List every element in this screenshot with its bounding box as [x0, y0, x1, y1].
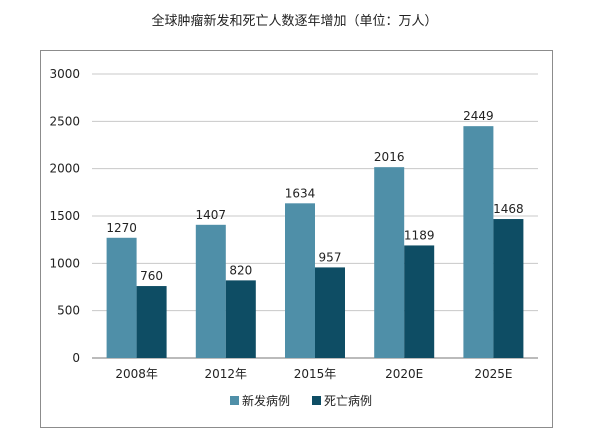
y-tick-label: 2500	[49, 114, 80, 128]
bar-deaths	[225, 280, 256, 358]
legend-label: 新发病例	[242, 393, 290, 408]
legend-swatch	[312, 396, 321, 405]
data-label: 2449	[463, 109, 494, 123]
chart-title: 全球肿瘤新发和死亡人数逐年增加（单位：万人）	[151, 14, 438, 29]
data-label: 2016	[374, 150, 405, 164]
bar-deaths	[136, 286, 167, 358]
y-tick-label: 1000	[49, 256, 80, 270]
bar-new-cases	[106, 237, 137, 358]
x-tick-label: 2015年	[294, 367, 337, 381]
chart-frame	[40, 50, 553, 428]
data-label: 760	[140, 269, 163, 283]
y-tick-label: 1500	[49, 209, 80, 223]
bar-new-cases	[195, 224, 226, 358]
x-tick-label: 2012年	[205, 367, 248, 381]
legend-swatch	[230, 396, 239, 405]
bar-new-cases	[463, 126, 494, 358]
y-tick-label: 500	[57, 304, 80, 318]
x-tick-label: 2020E	[385, 367, 423, 381]
y-tick-label: 0	[72, 351, 80, 365]
bar-new-cases	[374, 167, 405, 358]
bar-deaths	[315, 267, 345, 358]
bar-deaths	[493, 219, 524, 358]
data-label: 1407	[196, 208, 227, 222]
x-tick-label: 2025E	[474, 367, 512, 381]
y-tick-label: 3000	[49, 67, 80, 81]
y-tick-label: 2000	[49, 162, 80, 176]
data-label: 1468	[493, 202, 524, 216]
data-label: 957	[319, 250, 342, 264]
bar-deaths	[404, 245, 435, 358]
data-label: 1189	[404, 228, 435, 242]
data-label: 1634	[285, 186, 316, 200]
legend-label: 死亡病例	[324, 393, 372, 408]
data-label: 1270	[106, 221, 137, 235]
bar-new-cases	[285, 203, 315, 358]
data-label: 820	[229, 263, 252, 277]
x-tick-label: 2008年	[115, 367, 158, 381]
